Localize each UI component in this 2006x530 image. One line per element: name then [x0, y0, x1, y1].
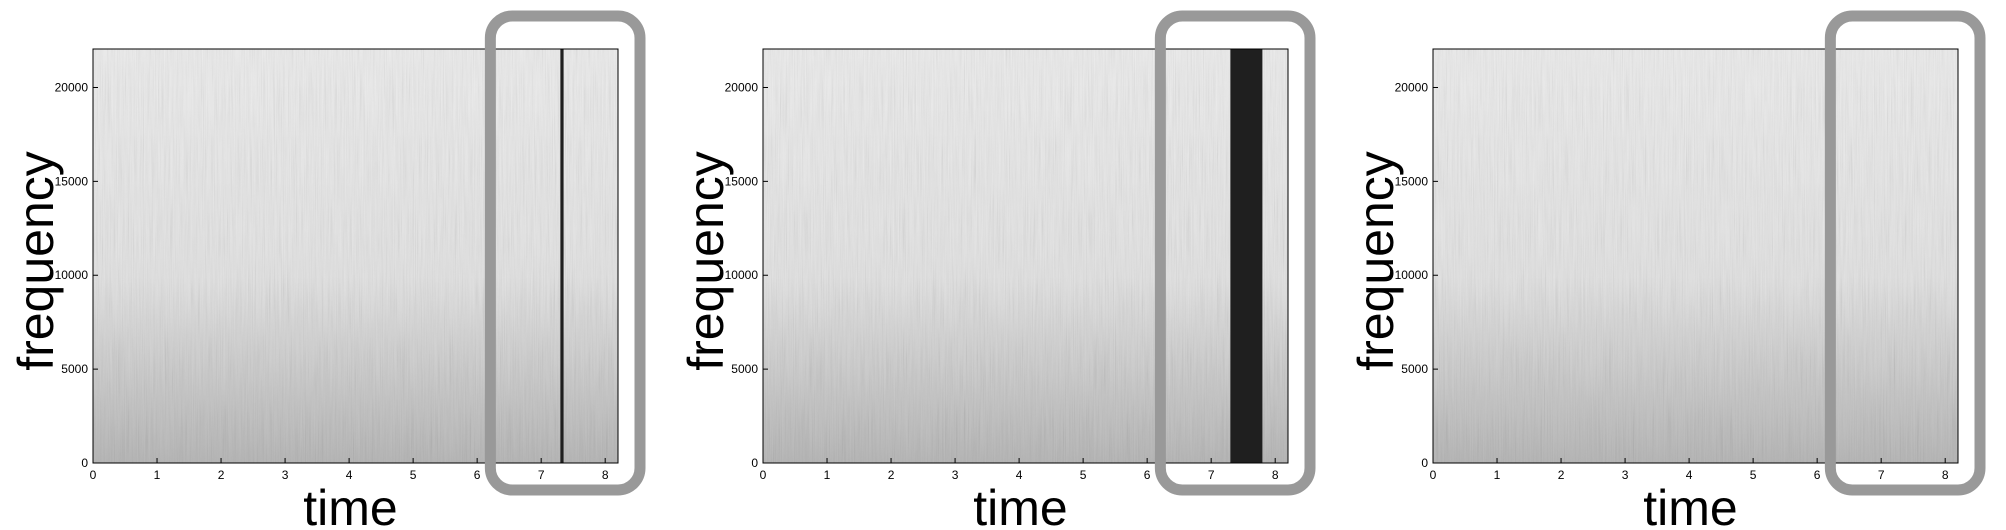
x-tick-label: 5: [410, 468, 417, 482]
x-axis-title: time: [1643, 480, 1737, 530]
spectrogram-low-frequency-energy: [93, 49, 618, 463]
highlight-box: [1824, 10, 1986, 496]
x-tick-label: 2: [888, 468, 895, 482]
panel-3: 0 1 2 3 4 5 6 7 8 0 5000 10000 15000 20000 time frequen…: [1348, 10, 1986, 530]
y-tick-label: 10000: [725, 268, 759, 282]
x-tick-label: 4: [346, 468, 353, 482]
x-tick-label: 8: [1942, 468, 1949, 482]
x-tick-label: 3: [1622, 468, 1629, 482]
y-tick-label: 0: [1421, 456, 1428, 470]
x-tick-label: 0: [90, 468, 97, 482]
x-tick-label: 2: [1558, 468, 1565, 482]
x-tick-label: 5: [1080, 468, 1087, 482]
axes-frame: [1432, 48, 1959, 464]
y-tick-label: 5000: [61, 362, 88, 376]
y-tick-label: 20000: [725, 80, 759, 94]
x-tick-label: 8: [1272, 468, 1279, 482]
y-axis-title: frequency: [1348, 151, 1404, 371]
y-tick-label: 0: [81, 456, 88, 470]
x-tick-label: 7: [1208, 468, 1215, 482]
x-tick-label: 1: [824, 468, 831, 482]
x-tick-label: 1: [154, 468, 161, 482]
y-tick-label: 20000: [1395, 80, 1429, 94]
x-tick-label: 1: [1494, 468, 1501, 482]
dark-band: [560, 49, 564, 463]
x-tick-label: 6: [1814, 468, 1821, 482]
x-tick-label: 0: [760, 468, 767, 482]
x-tick-label: 5: [1750, 468, 1757, 482]
x-tick-label: 6: [1144, 468, 1151, 482]
axes-frame: [762, 48, 1289, 464]
y-tick-label: 15000: [55, 174, 89, 188]
x-tick-label: 3: [282, 468, 289, 482]
x-tick-label: 2: [218, 468, 225, 482]
x-tick-label: 4: [1016, 468, 1023, 482]
highlight-box: [484, 10, 646, 496]
y-tick-label: 5000: [731, 362, 758, 376]
y-tick-label: 10000: [55, 268, 89, 282]
y-tick-label: 15000: [1395, 174, 1429, 188]
y-axis-title: frequency: [678, 151, 734, 371]
spectrogram-low-frequency-energy: [1433, 49, 1958, 463]
x-tick-label: 7: [1878, 468, 1885, 482]
x-tick-label: 6: [474, 468, 481, 482]
axes-frame: [92, 48, 619, 464]
x-tick-label: 0: [1430, 468, 1437, 482]
dark-band: [1230, 49, 1263, 463]
highlight-box: [1154, 10, 1316, 496]
x-tick-label: 4: [1686, 468, 1693, 482]
y-tick-label: 0: [751, 456, 758, 470]
x-axis-title: time: [303, 480, 397, 530]
x-tick-label: 8: [602, 468, 609, 482]
spectrogram-low-frequency-energy: [763, 49, 1288, 463]
panel-1: 0 1 2 3 4 5 6 7 8 0 5000 10000 15000 20000 time frequen…: [8, 10, 646, 530]
x-axis-title: time: [973, 480, 1067, 530]
x-tick-label: 7: [538, 468, 545, 482]
x-tick-label: 3: [952, 468, 959, 482]
y-tick-label: 15000: [725, 174, 759, 188]
y-tick-label: 20000: [55, 80, 89, 94]
y-tick-label: 5000: [1401, 362, 1428, 376]
panel-2: 0 1 2 3 4 5 6 7 8 0 5000 10000 15000 20000 time frequen…: [678, 10, 1316, 530]
y-tick-label: 10000: [1395, 268, 1429, 282]
y-axis-title: frequency: [8, 151, 64, 371]
